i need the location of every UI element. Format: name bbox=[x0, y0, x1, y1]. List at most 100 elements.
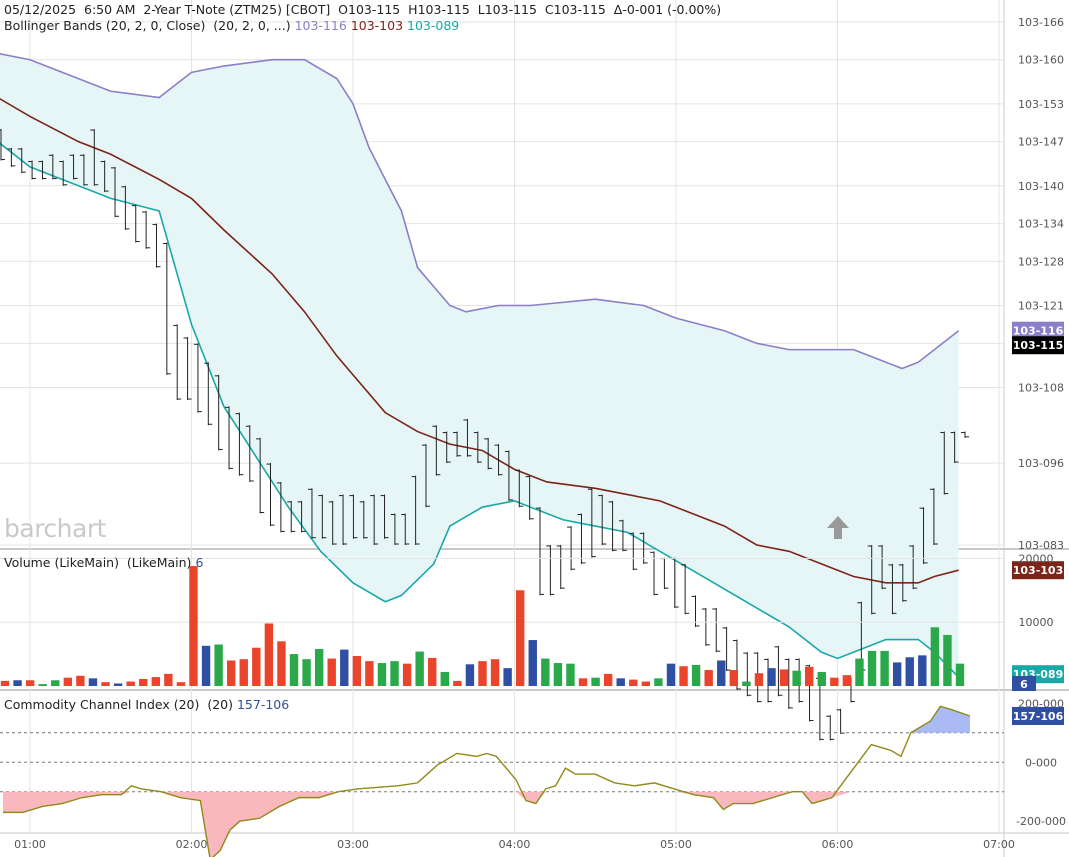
ohlc-bar bbox=[48, 154, 57, 180]
cci-oversold-area bbox=[3, 791, 970, 857]
ohlc-bar bbox=[245, 425, 254, 482]
volume-bar bbox=[252, 647, 261, 686]
ohlc-bar bbox=[359, 500, 368, 539]
volume-legend: Volume (LikeMain) (LikeMain) 6 bbox=[4, 555, 203, 570]
volume-bar bbox=[101, 682, 110, 686]
upper-band-tag-bg bbox=[1012, 321, 1064, 340]
ohlc-bar bbox=[7, 147, 16, 167]
ohlc-bar bbox=[567, 526, 576, 571]
volume-bar bbox=[792, 670, 801, 686]
ohlc-bar bbox=[556, 545, 565, 590]
volume-bar bbox=[314, 648, 324, 686]
x-tick-label: 01:00 bbox=[14, 838, 46, 851]
x-tick-label: 05:00 bbox=[660, 838, 692, 851]
volume-tag-bg bbox=[1012, 676, 1036, 691]
bb-label: Bollinger Bands (20, 2, 0, Close) (20, 2… bbox=[4, 18, 291, 33]
signal-arrow-icon bbox=[827, 516, 849, 539]
y-tick-label: 103-108 bbox=[1018, 381, 1064, 394]
volume-bar bbox=[139, 678, 148, 686]
last-price-tag-bg bbox=[1012, 336, 1064, 355]
ohlc-bar bbox=[142, 210, 151, 249]
ohlc-bar bbox=[898, 563, 907, 602]
volume-bar bbox=[641, 681, 651, 686]
last-price-tag: 103-115 bbox=[1013, 339, 1064, 352]
ohlc-bar bbox=[287, 500, 296, 533]
ohlc-bar bbox=[494, 444, 503, 476]
volume-bar bbox=[566, 663, 575, 686]
volume-bar bbox=[616, 678, 625, 686]
volume-bar bbox=[578, 678, 588, 686]
volume-value: 6 bbox=[195, 555, 204, 570]
volume-bar bbox=[415, 651, 424, 686]
volume-bar bbox=[779, 669, 789, 686]
upper-band-tag: 103-116 bbox=[1013, 325, 1064, 338]
volume-bar bbox=[63, 677, 73, 686]
volume-bar bbox=[742, 681, 751, 686]
volume-bar bbox=[867, 650, 877, 686]
volume-bar bbox=[465, 664, 475, 686]
volume-bar bbox=[666, 663, 676, 686]
ohlc-bar bbox=[17, 147, 26, 174]
ohlc-bar bbox=[774, 645, 783, 697]
volume-bar bbox=[76, 675, 85, 686]
volume-bar bbox=[842, 675, 852, 686]
ohlc-bar bbox=[546, 545, 555, 596]
bollinger-line-lower bbox=[0, 142, 960, 678]
ohlc-bar bbox=[867, 545, 876, 615]
volume-bar bbox=[503, 668, 512, 686]
ohlc-bar bbox=[815, 677, 824, 741]
ohlc-bar bbox=[681, 563, 690, 615]
ohlc-bar bbox=[266, 463, 275, 527]
volume-bar bbox=[855, 658, 864, 686]
ohlc-bar bbox=[484, 437, 493, 470]
volume-bar bbox=[817, 671, 826, 686]
volume-bar bbox=[289, 654, 299, 686]
volume-bar bbox=[754, 673, 764, 686]
middle-band-tag-bg bbox=[1012, 561, 1064, 580]
ohlc-bar bbox=[587, 488, 596, 558]
ohlc-bar bbox=[370, 494, 379, 545]
ohlc-bar bbox=[401, 513, 410, 545]
ohlc-bar bbox=[504, 450, 513, 501]
cci-value: 157-106 bbox=[236, 697, 290, 712]
ohlc-bar bbox=[411, 475, 420, 545]
ohlc-bar bbox=[432, 425, 441, 476]
ohlc-bar bbox=[743, 652, 752, 697]
volume-bar bbox=[126, 681, 135, 686]
volume-bar bbox=[327, 658, 336, 686]
ohlc-bar bbox=[784, 658, 793, 709]
volume-tick-label: 20000 bbox=[1019, 552, 1054, 565]
ohlc-bar bbox=[950, 431, 959, 464]
volume-bar bbox=[88, 678, 98, 686]
ohlc-bar bbox=[722, 626, 731, 672]
volume-bar bbox=[515, 590, 525, 686]
cci-tick-label: 0-000 bbox=[1025, 756, 1057, 769]
volume-bar bbox=[892, 662, 902, 686]
ohlc-bar bbox=[888, 563, 897, 615]
volume-bar bbox=[189, 566, 198, 686]
y-tick-label: 103-083 bbox=[1018, 539, 1064, 552]
volume-bar bbox=[352, 656, 362, 686]
volume-bar bbox=[603, 673, 613, 686]
volume-bar bbox=[490, 659, 500, 686]
ohlc-bar bbox=[339, 494, 348, 545]
middle-band-tag: 103-103 bbox=[1013, 564, 1064, 577]
volume-label: Volume (LikeMain) (LikeMain) bbox=[4, 555, 192, 570]
ohlc-bar bbox=[712, 608, 721, 653]
volume-bar bbox=[13, 680, 22, 686]
volume-bar bbox=[717, 660, 726, 686]
ohlc-bar bbox=[131, 204, 140, 243]
volume-bar bbox=[214, 644, 223, 686]
cci-tag-bg bbox=[1012, 706, 1064, 725]
ohlc-bar bbox=[38, 160, 47, 180]
volume-bar bbox=[553, 663, 563, 686]
ohlc-bar bbox=[111, 166, 120, 218]
ohlc-bar bbox=[525, 475, 534, 520]
ohlc-bar bbox=[629, 532, 638, 571]
ohlc-bar bbox=[204, 362, 213, 426]
volume-bar bbox=[905, 657, 914, 686]
volume-bar bbox=[377, 663, 387, 686]
bb-lower-value: 103-089 bbox=[407, 18, 460, 33]
ohlc-bar bbox=[121, 185, 130, 230]
